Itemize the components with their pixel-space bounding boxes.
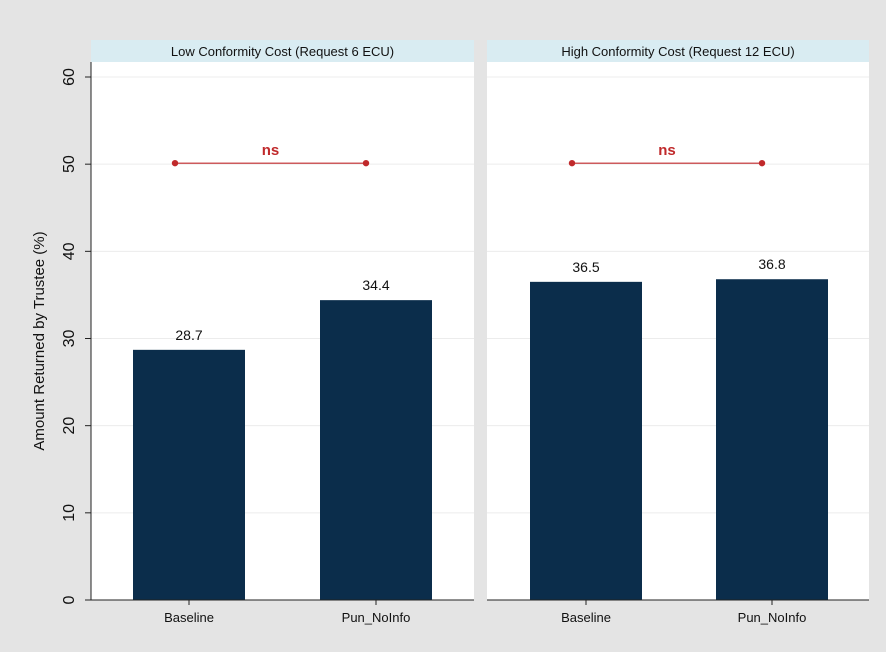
panel-1-value-label-2: 34.4	[362, 277, 389, 293]
panel-1-significance-dot-right	[362, 159, 370, 167]
panel-2-value-label-1: 36.5	[572, 259, 599, 275]
panel-1-value-label-1: 28.7	[175, 327, 202, 343]
panel-1-bar-pun_noinfo	[320, 300, 432, 600]
panel-2-significance-label: ns	[658, 142, 676, 159]
panel-2-category-label-1: Baseline	[561, 610, 611, 625]
panel-2-bar-pun_noinfo	[716, 279, 828, 600]
panel-1-category-label-1: Baseline	[164, 610, 214, 625]
y-tick-label-40: 40	[61, 242, 78, 260]
panel-1-category-label-2: Pun_NoInfo	[342, 610, 411, 625]
y-tick-label-60: 60	[61, 68, 78, 86]
panel-1-header	[91, 40, 474, 62]
y-tick-label-10: 10	[61, 504, 78, 522]
panel-2-significance-dot-right	[758, 159, 766, 167]
chart-panels: Low Conformity Cost (Request 6 ECU) 28.7 B…	[61, 40, 869, 625]
y-tick-label-30: 30	[61, 330, 78, 348]
panel-1-title: Low Conformity Cost (Request 6 ECU)	[171, 44, 394, 59]
panel-2-header	[487, 40, 869, 62]
panel-2-category-label-2: Pun_NoInfo	[738, 610, 807, 625]
panel-2-bar-baseline	[530, 281, 642, 600]
panel-1-bar-baseline	[133, 349, 245, 600]
y-tick-label-20: 20	[61, 417, 78, 435]
y-tick-label-0: 0	[61, 595, 78, 604]
y-axis-label: Amount Returned by Trustee (%)	[31, 231, 48, 450]
panel-2-title: High Conformity Cost (Request 12 ECU)	[561, 44, 794, 59]
panel-2-value-label-2: 36.8	[758, 256, 785, 272]
y-tick-label-50: 50	[61, 155, 78, 173]
panel-1-significance-label: ns	[262, 142, 280, 159]
panel-2-significance-dot-left	[568, 159, 576, 167]
panel-1-significance-dot-left	[171, 159, 179, 167]
